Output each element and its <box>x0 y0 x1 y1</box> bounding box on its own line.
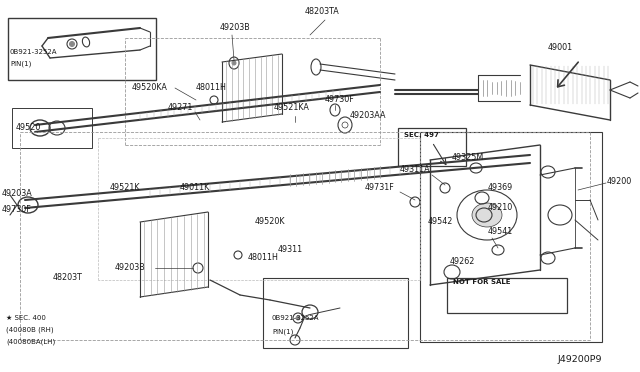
Text: 49521K: 49521K <box>110 183 141 192</box>
Ellipse shape <box>296 316 300 320</box>
Bar <box>12 108 92 148</box>
Bar <box>447 278 567 313</box>
Text: 49311: 49311 <box>278 246 303 254</box>
Text: 49730F: 49730F <box>2 205 32 215</box>
Text: 49520: 49520 <box>16 124 42 132</box>
Bar <box>420 132 602 342</box>
Text: 49203AA: 49203AA <box>350 110 387 119</box>
Text: 49369: 49369 <box>488 183 513 192</box>
Text: 49521KA: 49521KA <box>274 103 310 112</box>
Text: 48203T: 48203T <box>53 273 83 282</box>
Text: 49203A: 49203A <box>2 189 33 199</box>
Text: 49520KA: 49520KA <box>132 83 168 92</box>
Text: 49262: 49262 <box>450 257 476 266</box>
Text: 49200: 49200 <box>607 177 632 186</box>
Text: 49542: 49542 <box>428 218 453 227</box>
Ellipse shape <box>472 203 502 227</box>
Ellipse shape <box>70 42 74 46</box>
Text: 49011K: 49011K <box>180 183 211 192</box>
Text: 49001: 49001 <box>548 44 573 52</box>
Text: 0B921-3252A: 0B921-3252A <box>10 49 58 55</box>
Text: NOT FOR SALE: NOT FOR SALE <box>453 279 511 285</box>
Text: 48011H: 48011H <box>248 253 279 263</box>
Text: 49311A: 49311A <box>400 166 431 174</box>
Text: 49271: 49271 <box>168 103 193 112</box>
Bar <box>8 18 156 80</box>
Text: 48203TA: 48203TA <box>305 7 340 16</box>
Text: 49325M: 49325M <box>452 154 484 163</box>
Text: J49200P9: J49200P9 <box>558 356 602 365</box>
Text: SEC. 497: SEC. 497 <box>404 132 439 138</box>
Text: PIN(1): PIN(1) <box>10 61 31 67</box>
Bar <box>398 128 466 166</box>
Text: PIN(1): PIN(1) <box>272 329 293 335</box>
Text: 48011H: 48011H <box>196 83 227 92</box>
Text: 49730F: 49730F <box>325 96 355 105</box>
Text: (40080B (RH): (40080B (RH) <box>6 327 54 333</box>
Text: 0B921-3252A: 0B921-3252A <box>272 315 319 321</box>
Text: 49203B: 49203B <box>220 22 251 32</box>
Ellipse shape <box>232 61 236 65</box>
Text: ★ SEC. 400: ★ SEC. 400 <box>6 315 46 321</box>
Bar <box>263 278 408 348</box>
Text: 49210: 49210 <box>488 203 513 212</box>
Text: 49541: 49541 <box>488 228 513 237</box>
Text: 49520K: 49520K <box>255 218 285 227</box>
Text: 49203B: 49203B <box>115 263 146 273</box>
Text: (40080BA(LH): (40080BA(LH) <box>6 339 55 345</box>
Text: 49731F: 49731F <box>365 183 395 192</box>
